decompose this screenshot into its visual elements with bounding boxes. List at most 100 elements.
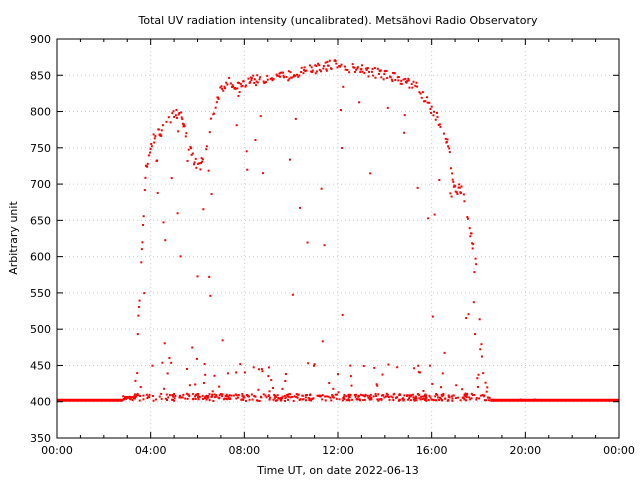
y-tick-label: 500 (30, 323, 51, 336)
data-point (180, 111, 183, 114)
data-point (286, 394, 289, 397)
data-point (349, 375, 352, 378)
data-point (220, 85, 223, 88)
data-point (487, 396, 490, 399)
data-point (245, 394, 248, 397)
data-point (186, 397, 189, 400)
data-point (350, 384, 353, 387)
data-point (245, 84, 248, 87)
data-point (182, 125, 185, 128)
data-point (428, 101, 431, 104)
y-tick-label: 800 (30, 106, 51, 119)
data-point (295, 393, 298, 396)
data-point (174, 395, 177, 398)
data-point (160, 129, 163, 132)
data-point (391, 80, 394, 83)
data-point (538, 399, 541, 402)
data-point (241, 394, 244, 397)
data-point (341, 313, 344, 316)
data-point (476, 385, 479, 388)
data-point (466, 392, 469, 395)
data-point (447, 394, 450, 397)
data-point (369, 393, 372, 396)
data-point (303, 69, 306, 72)
data-point (457, 186, 460, 189)
x-tick-label: 16:00 (416, 444, 448, 457)
data-point (438, 123, 441, 126)
data-point (151, 364, 154, 367)
data-point (437, 123, 440, 126)
data-point (379, 69, 382, 72)
x-tick-label: 04:00 (135, 444, 167, 457)
data-point (373, 66, 376, 69)
data-point (412, 396, 415, 399)
data-point (416, 186, 419, 189)
data-point (140, 248, 143, 251)
data-point (380, 394, 383, 397)
data-point (384, 69, 387, 72)
data-point (253, 82, 256, 85)
data-point (152, 399, 155, 402)
data-point (255, 84, 258, 87)
data-point (179, 255, 182, 258)
data-point (369, 172, 372, 175)
data-point (332, 387, 335, 390)
data-point (221, 339, 224, 342)
data-point (122, 395, 125, 398)
data-point (201, 158, 204, 161)
data-point (463, 398, 466, 401)
data-point (218, 394, 221, 397)
data-point (251, 398, 254, 401)
data-point (340, 63, 343, 66)
data-point (482, 372, 485, 375)
data-point (334, 393, 337, 396)
data-point (271, 79, 274, 82)
data-point (205, 148, 208, 151)
data-point (382, 394, 385, 397)
data-point (156, 191, 159, 194)
data-point (436, 394, 439, 397)
data-point (246, 168, 249, 171)
data-point (205, 145, 208, 148)
data-point (194, 398, 197, 401)
data-point (202, 208, 205, 211)
data-point (223, 85, 226, 88)
data-point (349, 364, 352, 367)
data-point (471, 242, 474, 245)
data-point (259, 395, 262, 398)
data-point (361, 394, 364, 397)
data-point (454, 190, 457, 193)
data-point (407, 77, 410, 80)
data-point (208, 131, 211, 134)
data-point (339, 109, 342, 112)
data-point (331, 395, 334, 398)
data-point (188, 384, 191, 387)
data-point (158, 395, 161, 398)
data-point (451, 178, 454, 181)
data-point (448, 151, 451, 154)
data-point (459, 192, 462, 195)
data-point (257, 368, 260, 371)
data-point (341, 146, 344, 149)
data-point (217, 97, 220, 100)
data-point (389, 76, 392, 79)
data-point (371, 67, 374, 70)
data-point (191, 398, 194, 401)
data-point (316, 394, 319, 397)
data-point (351, 398, 354, 401)
data-point (455, 384, 458, 387)
data-point (471, 247, 474, 250)
data-point (211, 393, 214, 396)
data-point (328, 59, 331, 62)
data-point (191, 346, 194, 349)
data-point (224, 394, 227, 397)
data-point (217, 396, 220, 399)
data-point (259, 115, 262, 118)
data-point (195, 166, 198, 169)
data-point (366, 394, 369, 397)
data-point (170, 361, 173, 364)
data-point (306, 241, 309, 244)
data-point (345, 395, 348, 398)
y-tick-label: 400 (30, 396, 51, 409)
data-point (478, 397, 481, 400)
